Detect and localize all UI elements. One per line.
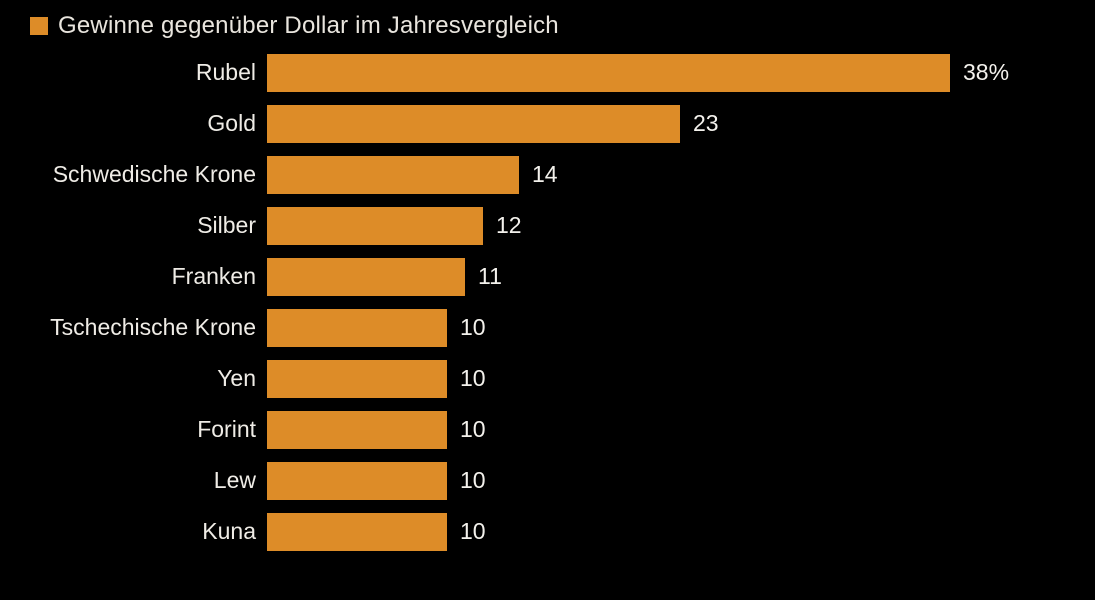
bar-row: Forint 10 [0,404,1095,455]
category-label: Tschechische Krone [50,314,256,340]
value-label: 10 [460,416,486,442]
bar-row: Lew 10 [0,455,1095,506]
value-label: 14 [532,161,558,187]
bar [267,104,680,143]
bar-row: Schwedische Krone 14 [0,149,1095,200]
value-label: 10 [460,314,486,340]
bar-row: Silber 12 [0,200,1095,251]
category-label: Yen [217,365,256,391]
value-label: 23 [693,110,719,136]
bar [267,359,447,398]
category-label: Forint [197,416,256,442]
value-label: 10 [460,365,486,391]
bar-row: Kuna 10 [0,506,1095,557]
value-label: 10 [460,467,486,493]
bar [267,53,950,92]
bar [267,308,447,347]
chart-title: Gewinne gegenüber Dollar im Jahresvergle… [58,12,559,39]
bar [267,461,447,500]
bar [267,206,483,245]
bar-row: Yen 10 [0,353,1095,404]
category-label: Gold [207,110,256,136]
category-label: Franken [171,263,256,289]
category-label: Schwedische Krone [52,161,256,187]
legend-swatch-icon [30,17,48,35]
bar [267,155,519,194]
bar [267,410,447,449]
value-label: 10 [460,518,486,544]
bar-chart: Rubel 38% Gold 23 Schwedische Krone 14 S… [0,47,1095,557]
bar-row: Tschechische Krone 10 [0,302,1095,353]
category-label: Kuna [202,518,256,544]
category-label: Lew [213,467,256,493]
category-label: Silber [197,212,256,238]
bar [267,512,447,551]
category-label: Rubel [195,59,256,85]
bar-row: Rubel 38% [0,47,1095,98]
value-label: 11 [478,263,502,289]
chart-legend: Gewinne gegenüber Dollar im Jahresvergle… [0,0,1095,40]
bar-row: Franken 11 [0,251,1095,302]
bar [267,257,465,296]
bar-row: Gold 23 [0,98,1095,149]
value-label: 38% [963,59,1010,85]
value-label: 12 [496,212,522,238]
